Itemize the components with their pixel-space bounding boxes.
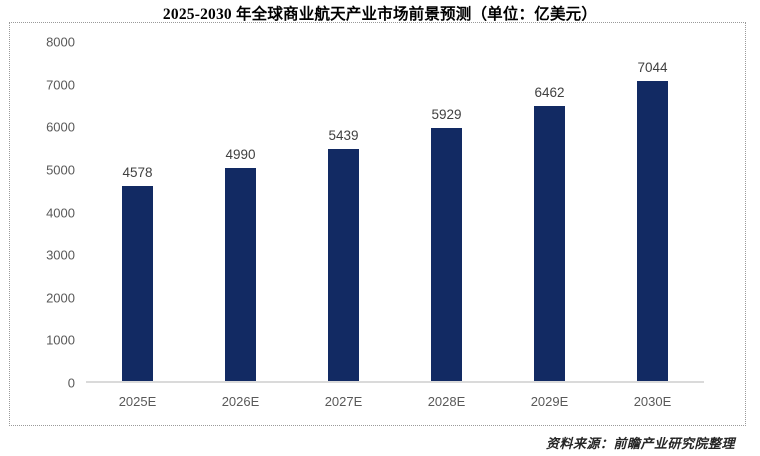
bar-slot: 6462 <box>498 84 601 381</box>
bar-value-label: 4578 <box>122 165 153 181</box>
x-tick-label: 2027E <box>324 394 363 409</box>
x-tick-label: 2029E <box>530 394 569 409</box>
y-tick-label: 6000 <box>46 119 75 135</box>
y-axis: 0 1000 2000 3000 4000 5000 6000 7000 8000 <box>10 35 75 391</box>
plot-border-box: 0 1000 2000 3000 4000 5000 6000 7000 8000 4578 49… <box>9 22 746 426</box>
bar-value-label: 6462 <box>534 84 565 100</box>
bar-slot: 4990 <box>189 148 292 381</box>
chart-title: 2025-2030 年全球商业航天产业市场前景预测（单位：亿美元） <box>162 6 598 23</box>
y-tick-label: 4000 <box>46 205 75 220</box>
bar <box>328 149 359 381</box>
x-tick-label: 2026E <box>221 394 260 409</box>
bar <box>534 105 565 381</box>
plot-wrap: 0 1000 2000 3000 4000 5000 6000 7000 8000 4578 49… <box>10 35 704 409</box>
bar <box>122 185 153 381</box>
bar <box>225 168 256 381</box>
bar <box>431 128 462 381</box>
x-tick-label: 2030E <box>633 394 672 409</box>
plot-column: 4578 4990 5439 5929 6462 7044 2025E 2026E 2027E… <box>86 42 704 409</box>
source-note: 资料来源：前瞻产业研究院整理 <box>545 436 735 451</box>
y-tick-label: 0 <box>67 375 75 391</box>
bar-slot: 5929 <box>395 108 498 381</box>
y-tick-label: 3000 <box>46 247 75 263</box>
bar-slot: 7044 <box>601 59 704 381</box>
y-tick-label: 1000 <box>46 332 75 348</box>
x-axis: 2025E 2026E 2027E 2028E 2029E 2030E <box>86 394 704 409</box>
bar-slot: 5439 <box>292 128 395 381</box>
bar-value-label: 4990 <box>225 147 256 163</box>
bars-area: 4578 4990 5439 5929 6462 7044 <box>86 42 704 383</box>
y-tick-label: 2000 <box>46 290 75 306</box>
bar <box>637 80 668 381</box>
x-tick-label: 2028E <box>427 394 466 409</box>
y-tick-label: 8000 <box>46 34 75 50</box>
bar-slot: 4578 <box>86 165 189 381</box>
y-tick-label: 7000 <box>46 77 75 93</box>
bar-value-label: 5439 <box>328 128 359 144</box>
bar-value-label: 5929 <box>431 107 462 123</box>
y-tick-label: 5000 <box>46 162 75 178</box>
x-tick-label: 2025E <box>118 394 157 409</box>
bar-value-label: 7044 <box>637 59 668 75</box>
